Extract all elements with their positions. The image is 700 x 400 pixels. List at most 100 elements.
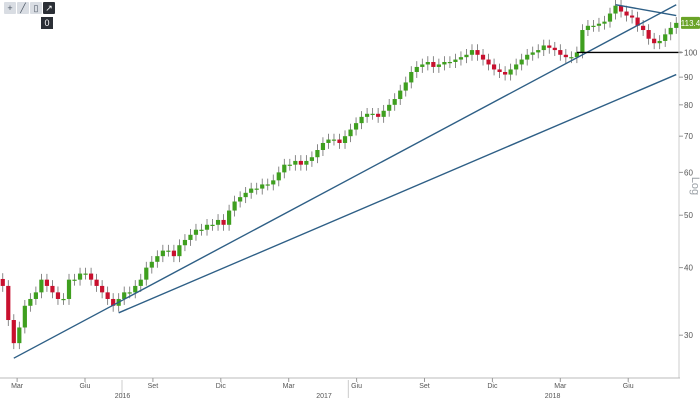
candle [353, 117, 359, 136]
year-label: 2016 [115, 393, 131, 400]
candle [232, 195, 237, 217]
candle-body-up [458, 57, 464, 60]
candle-body-up [83, 273, 88, 275]
candle [55, 286, 61, 305]
candle [674, 17, 679, 34]
x-tick-label: Mar [283, 383, 296, 390]
candle-body-up [260, 184, 265, 189]
candle-body-up [204, 224, 210, 230]
candle-body-down [88, 273, 94, 280]
price-tag-background [681, 16, 700, 29]
candle [66, 273, 72, 305]
candle-body-up [166, 250, 171, 252]
candle-body-up [304, 160, 309, 165]
candle-body-up [309, 157, 314, 161]
candle-body-down [171, 250, 176, 257]
candle [585, 19, 591, 36]
candle-body-down [50, 285, 55, 293]
candle [265, 178, 270, 191]
candle [138, 273, 143, 292]
candle-body-up [138, 279, 143, 286]
candle [365, 107, 370, 123]
y-tick-label: 80 [684, 101, 693, 110]
candle [326, 133, 331, 149]
candle-body-up [282, 164, 287, 173]
candle [254, 182, 259, 195]
candle [541, 39, 546, 57]
candle [182, 234, 188, 252]
candle-body-up [177, 245, 182, 257]
candle [475, 44, 480, 61]
candle [486, 53, 491, 71]
candle-body-up [199, 229, 204, 231]
price-tag-label: 113.4 [681, 19, 700, 28]
candle [629, 9, 635, 24]
zero-button[interactable]: 0 [41, 17, 53, 29]
candle [155, 250, 160, 268]
candle-body-up [536, 50, 541, 53]
candle [646, 24, 651, 45]
candle [77, 267, 83, 286]
candle-body-up [331, 139, 337, 141]
y-tick-label: 100 [684, 48, 698, 57]
candle [447, 56, 453, 68]
candle-body-up [127, 292, 132, 294]
candle [260, 178, 265, 195]
candle [249, 182, 254, 199]
x-tick-label: Mar [11, 383, 24, 390]
candle-body-down [497, 69, 502, 72]
candle [370, 107, 375, 120]
candle-body-up [425, 61, 430, 65]
y-tick-label: 90 [684, 73, 693, 82]
candle-body-up [525, 54, 530, 60]
candle-body-up [22, 305, 27, 328]
trendline [118, 73, 677, 314]
candle-body-up [508, 69, 513, 75]
candle [359, 111, 364, 130]
y-axis: 30 40 50 60 70 80 90 100 [678, 0, 698, 378]
x-tick-label: Set [419, 383, 430, 390]
candle [398, 84, 403, 105]
candle [33, 286, 38, 305]
candle [177, 239, 182, 263]
candle [348, 123, 353, 143]
candle-body-up [530, 52, 535, 55]
candle-body-up [414, 66, 419, 72]
candle [221, 214, 226, 231]
candle-body-up [320, 142, 326, 150]
price-tag: 113.4 [681, 16, 700, 29]
candle-body-up [155, 256, 160, 262]
candle-body-up [293, 160, 298, 165]
candle-body-up [348, 129, 353, 137]
candle [425, 56, 430, 71]
y-tick-label: 60 [684, 168, 693, 177]
candle-body-down [547, 45, 552, 48]
trendline [13, 4, 677, 359]
candle-body-down [563, 54, 568, 58]
trend-tool-button[interactable]: ↗ [43, 2, 55, 14]
candle-body-up [265, 184, 270, 186]
rectangle-tool-button[interactable]: ▯ [30, 2, 42, 14]
candle [149, 256, 154, 274]
candle [210, 218, 215, 231]
candle-body-down [6, 285, 11, 321]
candle-body-down [491, 64, 497, 70]
candle-body-down [629, 15, 635, 18]
crosshair-tool-button[interactable]: + [4, 2, 16, 14]
draw-line-tool-button[interactable]: ╱ [17, 2, 29, 14]
candle-body-up [342, 136, 348, 143]
candle [61, 293, 66, 305]
candle-body-up [193, 229, 199, 235]
candle-body-down [558, 50, 563, 55]
candle-body-up [398, 90, 403, 100]
candle [409, 66, 414, 89]
candle [331, 133, 337, 146]
candle [431, 56, 436, 73]
candle [0, 273, 5, 292]
candle-body-up [276, 172, 281, 181]
candle [381, 104, 386, 123]
candle [44, 273, 50, 292]
y-axis-title: Log [689, 177, 700, 195]
candle-body-down [100, 285, 105, 293]
candle [591, 19, 596, 32]
